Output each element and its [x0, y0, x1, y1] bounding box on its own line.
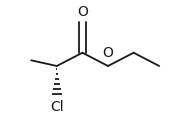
Text: O: O: [77, 5, 88, 19]
Text: O: O: [103, 46, 113, 60]
Text: Cl: Cl: [50, 100, 64, 114]
